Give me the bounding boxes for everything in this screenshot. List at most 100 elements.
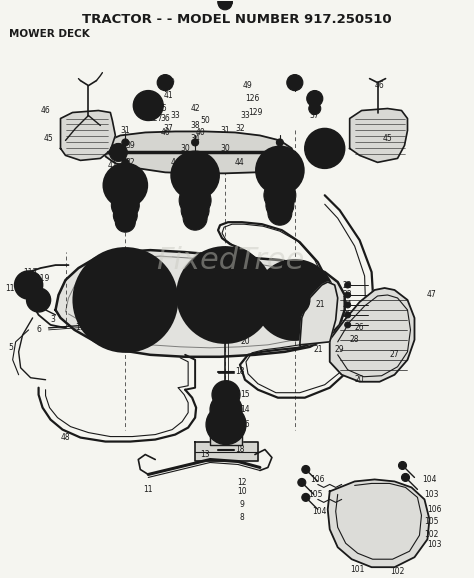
Text: 34: 34	[190, 134, 200, 143]
Text: 105: 105	[309, 490, 323, 499]
Circle shape	[218, 0, 232, 9]
Circle shape	[302, 465, 310, 473]
Text: 15: 15	[240, 390, 250, 399]
Polygon shape	[330, 288, 414, 381]
Polygon shape	[300, 282, 337, 345]
Text: 32: 32	[235, 124, 245, 133]
Text: 18: 18	[235, 445, 245, 454]
Text: 49: 49	[243, 81, 253, 90]
Polygon shape	[55, 250, 345, 357]
Circle shape	[220, 418, 232, 431]
Text: 31: 31	[220, 126, 230, 135]
Polygon shape	[195, 442, 258, 461]
Text: 127: 127	[148, 114, 163, 123]
Circle shape	[320, 143, 330, 153]
Text: 43: 43	[325, 148, 335, 157]
Circle shape	[191, 159, 199, 166]
Text: 21: 21	[315, 301, 325, 309]
Circle shape	[216, 399, 236, 420]
Polygon shape	[350, 109, 408, 162]
Circle shape	[103, 278, 147, 322]
Text: 106: 106	[427, 505, 442, 514]
Text: 33: 33	[170, 111, 180, 120]
Text: 11: 11	[144, 485, 153, 494]
Text: 126: 126	[245, 94, 259, 103]
Circle shape	[290, 295, 300, 305]
Text: 102: 102	[391, 566, 405, 576]
Circle shape	[191, 139, 199, 146]
Circle shape	[118, 292, 133, 308]
Text: 6: 6	[36, 325, 41, 335]
Text: 27: 27	[390, 350, 400, 360]
Text: 46: 46	[41, 106, 50, 115]
Text: 49: 49	[165, 78, 175, 87]
Text: 38: 38	[190, 121, 200, 130]
Circle shape	[218, 288, 232, 302]
Text: 42: 42	[126, 171, 135, 180]
Text: 18: 18	[235, 367, 245, 376]
Circle shape	[218, 0, 232, 10]
Circle shape	[345, 322, 351, 328]
Circle shape	[205, 275, 245, 315]
Circle shape	[87, 262, 163, 338]
Text: 48: 48	[61, 433, 70, 442]
Text: 35: 35	[157, 104, 167, 113]
Polygon shape	[210, 432, 242, 444]
Circle shape	[298, 479, 306, 487]
Text: 10: 10	[237, 487, 247, 496]
Text: 29: 29	[335, 345, 345, 354]
Text: 31: 31	[120, 126, 130, 135]
Circle shape	[179, 184, 211, 216]
Circle shape	[255, 260, 335, 340]
Circle shape	[133, 91, 163, 120]
Circle shape	[218, 0, 232, 8]
Circle shape	[144, 102, 152, 109]
Circle shape	[115, 212, 135, 232]
Polygon shape	[105, 131, 292, 173]
Text: 16: 16	[240, 420, 250, 429]
Circle shape	[399, 461, 407, 469]
Circle shape	[113, 147, 123, 157]
Circle shape	[73, 248, 177, 352]
Circle shape	[179, 160, 211, 191]
Text: 32: 32	[126, 158, 135, 167]
Text: 13: 13	[201, 450, 210, 459]
Text: 28: 28	[350, 335, 359, 344]
Circle shape	[177, 247, 273, 343]
Circle shape	[267, 272, 323, 328]
Text: 102: 102	[424, 530, 438, 539]
Text: 33: 33	[240, 111, 250, 120]
Text: 117: 117	[23, 268, 38, 276]
Circle shape	[345, 312, 351, 318]
Circle shape	[32, 293, 46, 307]
Text: 46: 46	[375, 81, 384, 90]
Text: 39: 39	[126, 141, 135, 150]
Circle shape	[210, 394, 242, 425]
Circle shape	[122, 139, 129, 146]
Circle shape	[264, 154, 296, 186]
Text: 116: 116	[6, 283, 20, 292]
Circle shape	[188, 168, 202, 182]
Text: 3: 3	[50, 316, 55, 324]
Circle shape	[190, 260, 260, 330]
Circle shape	[256, 146, 304, 194]
Circle shape	[345, 282, 351, 288]
Circle shape	[217, 386, 235, 403]
Circle shape	[157, 75, 173, 91]
Circle shape	[266, 191, 294, 219]
Circle shape	[309, 102, 321, 114]
Text: 9: 9	[239, 500, 245, 509]
Text: 40: 40	[160, 128, 170, 137]
Circle shape	[273, 164, 287, 177]
Text: 19: 19	[76, 323, 85, 332]
Text: FixedTree: FixedTree	[156, 246, 304, 275]
Circle shape	[212, 381, 240, 409]
Text: 41: 41	[164, 91, 173, 100]
Text: 5: 5	[8, 343, 13, 353]
Circle shape	[206, 405, 246, 444]
Text: 37: 37	[310, 111, 319, 120]
Circle shape	[139, 97, 157, 114]
Text: 128: 128	[141, 101, 155, 110]
Text: 104: 104	[312, 507, 327, 516]
Text: 12: 12	[237, 478, 247, 487]
